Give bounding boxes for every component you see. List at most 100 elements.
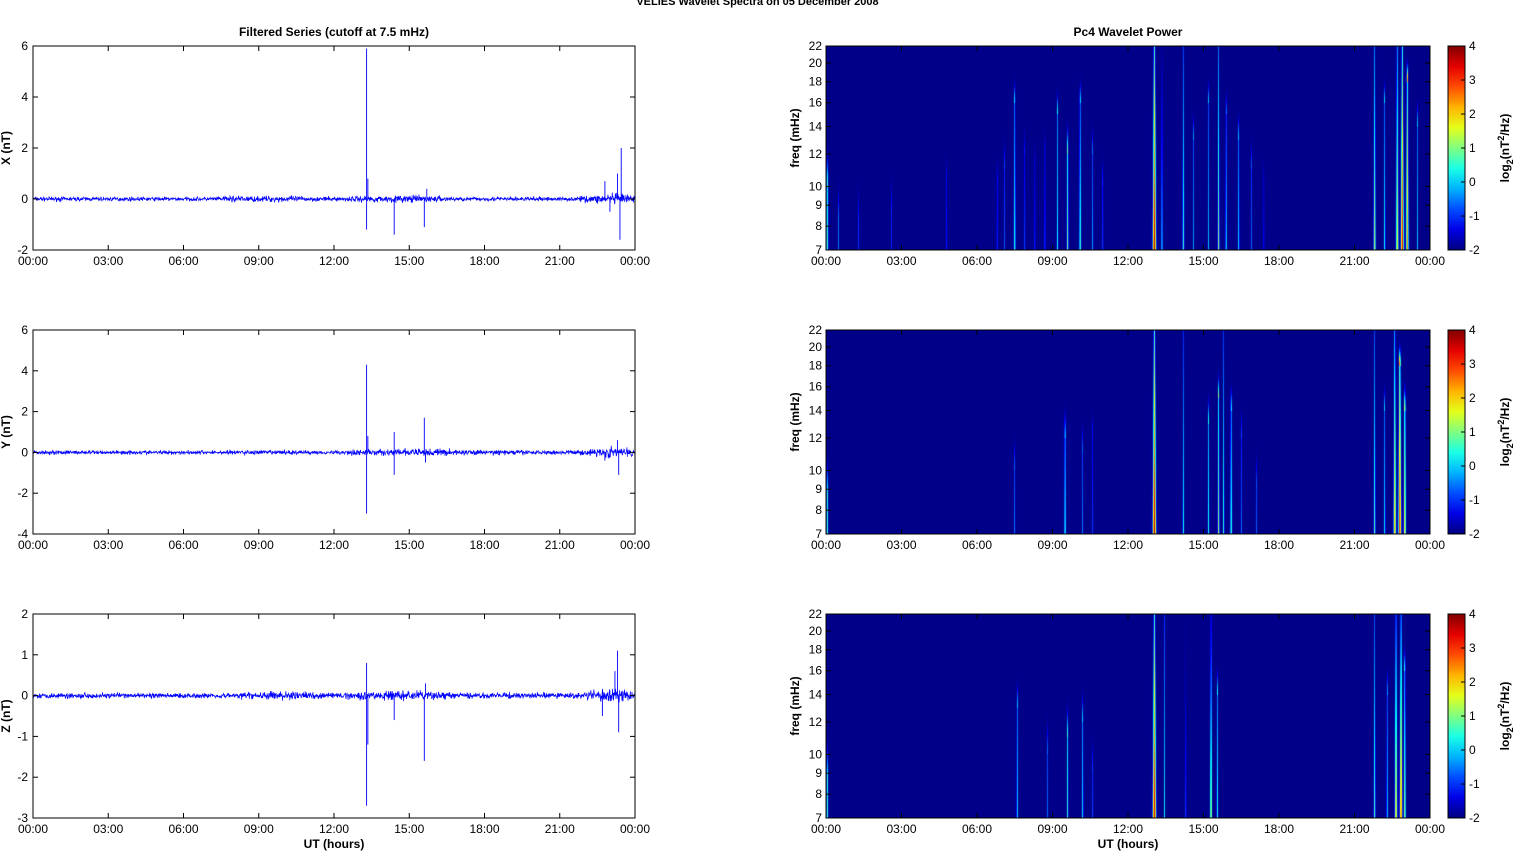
colorbar: -2 -1 0 1 2 3 4 log2(nT2/Hz) [1447, 323, 1515, 541]
x-tick-label: 06:00 [962, 822, 992, 836]
x-tick-label: 18:00 [469, 254, 499, 268]
colorbar-tick-label: -2 [1469, 811, 1480, 825]
panel-title: Filtered Series (cutoff at 7.5 mHz) [239, 25, 429, 39]
colorbar-tick-label: -1 [1469, 777, 1480, 791]
heatmap-image [826, 330, 1430, 534]
y-axis-label: Z (nT) [0, 699, 13, 732]
y-tick-label: 8 [815, 503, 822, 517]
x-tick-label: 06:00 [962, 538, 992, 552]
colorbar-tick-label: -1 [1469, 209, 1480, 223]
x-tick-label: 18:00 [469, 538, 499, 552]
y-tick-label: -1 [17, 729, 28, 743]
colorbar-tick-label: 3 [1469, 357, 1476, 371]
colorbar-label: log2(nT2/Hz) [1496, 682, 1515, 751]
y-tick-label: -2 [17, 770, 28, 784]
figure-title: VELIES Wavelet Spectra on 05 December 20… [636, 0, 879, 8]
x-tick-label: 00:00 [620, 254, 650, 268]
x-tick-label: 06:00 [962, 254, 992, 268]
y-tick-label: 7 [815, 243, 822, 257]
panel-title: Pc4 Wavelet Power [1074, 25, 1183, 39]
colorbar-tick-label: -2 [1469, 243, 1480, 257]
x-tick-label: 21:00 [1339, 822, 1369, 836]
y-tick-label: 10 [809, 179, 823, 193]
x-tick-label: 15:00 [1188, 822, 1218, 836]
y-tick-label: 14 [809, 404, 823, 418]
panel-left-2: -4 -2 0 2 4 6 00:00 03:00 06:00 09:00 12:00 15:00 18… [0, 323, 650, 552]
y-tick-label: 12 [809, 147, 823, 161]
x-tick-label: 21:00 [545, 254, 575, 268]
x-tick-label: 12:00 [1113, 822, 1143, 836]
x-tick-label: 09:00 [244, 822, 274, 836]
panel-left-3: -3 -2 -1 0 1 2 00:00 03:00 06:00 09:00 12:00 15:00 1… [0, 607, 650, 851]
x-tick-label: 03:00 [93, 254, 123, 268]
x-tick-label: 12:00 [1113, 254, 1143, 268]
y-tick-label: 18 [809, 643, 823, 657]
colorbar-tick-label: 0 [1469, 175, 1476, 189]
plot-area [33, 614, 635, 818]
y-tick-label: 2 [21, 607, 28, 621]
x-tick-label: 12:00 [319, 822, 349, 836]
y-tick-label: 18 [809, 75, 823, 89]
y-tick-label: 16 [809, 380, 823, 394]
y-tick-label: 14 [809, 688, 823, 702]
y-tick-label: 20 [809, 56, 823, 70]
x-tick-label: 06:00 [168, 538, 198, 552]
colorbar-tick-label: 4 [1469, 607, 1476, 621]
plot-area [33, 330, 635, 534]
x-tick-label: 18:00 [1264, 254, 1294, 268]
y-tick-label: 22 [809, 323, 823, 337]
colorbar-tick-label: 0 [1469, 459, 1476, 473]
colorbar-tick-label: 3 [1469, 641, 1476, 655]
y-axis-label: freq (mHz) [788, 108, 802, 167]
y-tick-label: 1 [21, 648, 28, 662]
x-tick-label: 18:00 [1264, 822, 1294, 836]
x-tick-label: 03:00 [93, 822, 123, 836]
y-tick-label: 16 [809, 664, 823, 678]
colorbar-tick-label: 0 [1469, 743, 1476, 757]
x-tick-label: 15:00 [394, 822, 424, 836]
y-tick-label: 7 [815, 811, 822, 825]
panel-left-1: -2 0 2 4 6 00:00 03:00 06:00 09:00 12:00 15:00 18:0… [0, 25, 650, 268]
colorbar-tick-label: 1 [1469, 709, 1476, 723]
x-tick-label: 21:00 [1339, 538, 1369, 552]
colorbar-tick-label: 1 [1469, 425, 1476, 439]
colorbar: -2 -1 0 1 2 3 4 log2(nT2/Hz) [1447, 39, 1515, 257]
y-tick-label: 9 [815, 766, 822, 780]
y-tick-label: 22 [809, 39, 823, 53]
y-tick-label: 8 [815, 787, 822, 801]
x-tick-label: 03:00 [93, 538, 123, 552]
x-tick-label: 00:00 [811, 822, 841, 836]
y-axis-label: X (nT) [0, 131, 13, 165]
heatmap-image [826, 614, 1430, 818]
x-tick-label: 21:00 [545, 822, 575, 836]
x-tick-label: 18:00 [1264, 538, 1294, 552]
x-tick-label: 00:00 [1415, 254, 1445, 268]
y-tick-label: 10 [809, 463, 823, 477]
colorbar-tick-label: -2 [1469, 527, 1480, 541]
colorbar-label: log2(nT2/Hz) [1496, 398, 1515, 467]
x-tick-label: 00:00 [18, 254, 48, 268]
y-tick-label: 4 [21, 364, 28, 378]
x-tick-label: 00:00 [18, 822, 48, 836]
y-tick-label: 9 [815, 198, 822, 212]
colorbar-tick-label: 2 [1469, 675, 1476, 689]
colorbar-label: log2(nT2/Hz) [1496, 114, 1515, 183]
colorbar-tick-label: 2 [1469, 107, 1476, 121]
x-tick-label: 09:00 [1037, 538, 1067, 552]
y-tick-label: 12 [809, 715, 823, 729]
x-tick-label: 12:00 [319, 538, 349, 552]
x-tick-label: 00:00 [620, 538, 650, 552]
x-tick-label: 03:00 [886, 538, 916, 552]
x-tick-label: 15:00 [394, 254, 424, 268]
y-tick-label: 9 [815, 482, 822, 496]
x-tick-label: 09:00 [1037, 822, 1067, 836]
y-tick-label: 16 [809, 96, 823, 110]
colorbar: -2 -1 0 1 2 3 4 log2(nT2/Hz) [1447, 607, 1515, 825]
x-tick-label: 03:00 [886, 254, 916, 268]
x-tick-label: 00:00 [18, 538, 48, 552]
colorbar-tick-label: 2 [1469, 391, 1476, 405]
y-tick-label: 18 [809, 359, 823, 373]
